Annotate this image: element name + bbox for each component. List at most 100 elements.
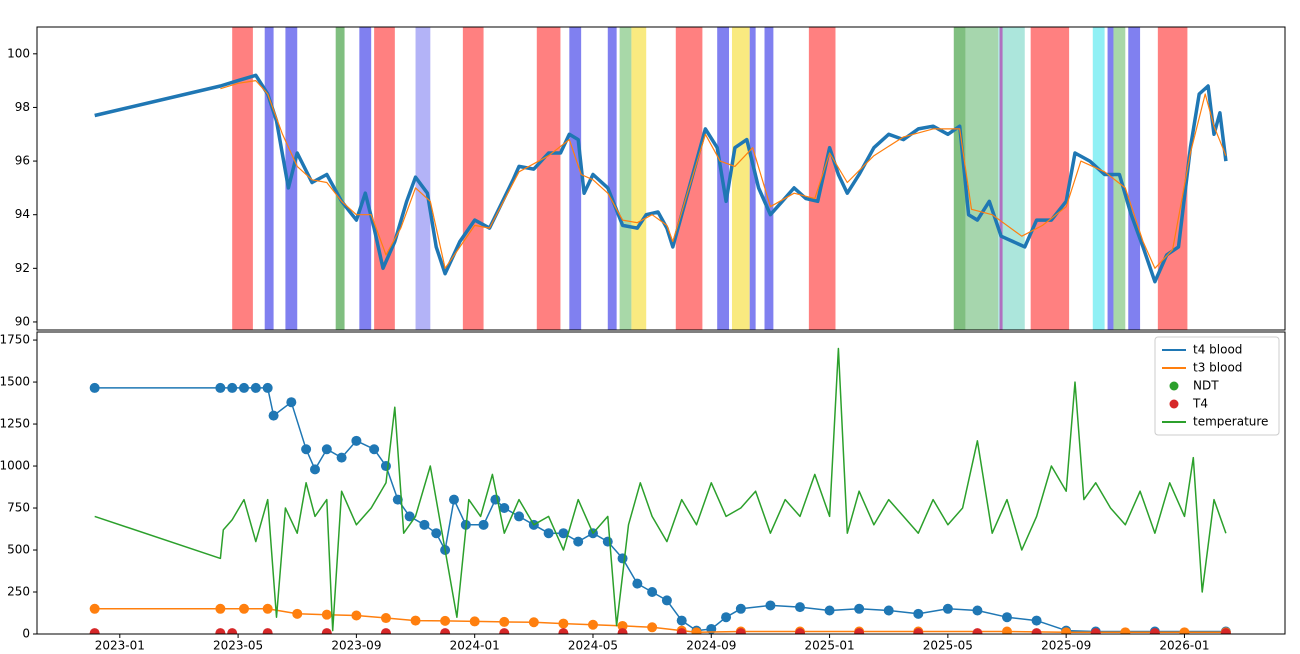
highlight-span	[264, 27, 274, 330]
x-tick-label: 2023-05	[213, 639, 263, 651]
highlight-span	[335, 27, 345, 330]
y-tick-label: 94	[15, 207, 30, 221]
data-point	[321, 628, 332, 634]
plot-frame	[36, 26, 1286, 331]
data-point	[380, 461, 391, 472]
data-point	[351, 610, 362, 621]
x-tick-label: 2025-05	[923, 639, 973, 651]
data-point	[735, 603, 746, 614]
x-tick-label: 2026-01	[1159, 639, 1209, 651]
data-point	[410, 615, 421, 626]
data-point	[617, 553, 628, 564]
plot-area	[89, 347, 1231, 634]
plot-frame	[36, 331, 1286, 635]
y-tick-label: 1250	[0, 417, 30, 431]
data-point	[262, 382, 273, 393]
data-point	[942, 603, 953, 614]
data-point	[499, 628, 510, 634]
data-point	[431, 528, 442, 539]
legend-label: T4	[1192, 397, 1208, 411]
data-point	[972, 605, 983, 616]
data-point	[1120, 627, 1131, 634]
highlight-span	[359, 27, 372, 330]
highlight-span	[631, 27, 647, 330]
y-tick-label: 1750	[0, 333, 30, 347]
highlight-span	[998, 27, 1025, 330]
data-point	[227, 382, 238, 393]
data-point	[528, 617, 539, 628]
data-point	[262, 628, 273, 634]
data-point	[380, 628, 391, 634]
data-point	[765, 600, 776, 611]
data-point	[215, 603, 226, 614]
y-tick-label: 1500	[0, 375, 30, 389]
data-point	[286, 397, 297, 408]
highlight-span	[569, 27, 582, 330]
data-point	[735, 628, 746, 634]
data-point	[89, 382, 100, 393]
data-point	[1002, 612, 1013, 623]
data-point	[647, 622, 658, 633]
highlight-span	[1030, 27, 1070, 330]
series-line	[220, 80, 1227, 269]
legend-label: temperature	[1193, 415, 1268, 429]
y-tick-label: 92	[15, 261, 30, 275]
y-tick-label: 98	[15, 100, 30, 114]
highlight-span	[1128, 27, 1141, 330]
y-tick-label: 90	[15, 314, 30, 328]
legend-box	[1154, 336, 1280, 436]
y-tick-label: 96	[15, 154, 30, 168]
x-tick-label: 2023-01	[95, 639, 145, 651]
data-point	[239, 603, 250, 614]
data-point	[721, 612, 732, 623]
data-point	[227, 628, 238, 634]
data-point	[617, 628, 628, 634]
data-point	[292, 608, 303, 619]
data-point	[676, 628, 687, 634]
data-point	[321, 444, 332, 455]
highlight-span	[1107, 27, 1114, 330]
highlight-span	[965, 27, 999, 330]
data-point	[1002, 626, 1013, 634]
highlight-span	[731, 27, 750, 330]
data-point	[1061, 627, 1072, 634]
data-point	[336, 452, 347, 463]
highlight-span	[749, 27, 756, 330]
data-point	[1179, 627, 1190, 634]
data-point	[239, 382, 250, 393]
data-point	[676, 615, 687, 626]
data-point	[558, 628, 569, 634]
y-tick-label: 1000	[0, 459, 30, 473]
data-point	[440, 615, 451, 626]
data-point	[602, 536, 613, 547]
data-point	[1090, 628, 1101, 634]
highlight-span	[607, 27, 617, 330]
legend-label: NDT	[1193, 379, 1219, 393]
legend-swatch	[1169, 399, 1179, 409]
legend-label: t4 blood	[1193, 343, 1242, 357]
data-point	[89, 603, 100, 614]
data-point	[309, 464, 320, 475]
data-point	[854, 603, 865, 614]
data-point	[558, 528, 569, 539]
x-tick-label: 2023-09	[331, 639, 381, 651]
data-point	[262, 603, 273, 614]
data-point	[794, 628, 805, 634]
data-point	[499, 616, 510, 627]
data-point	[478, 519, 489, 530]
highlight-span	[374, 27, 395, 330]
data-point	[972, 628, 983, 634]
x-tick-label: 2025-09	[1041, 639, 1091, 651]
data-point	[380, 613, 391, 624]
highlight-span	[1157, 27, 1188, 330]
data-point	[89, 628, 100, 634]
highlight-span	[999, 27, 1003, 330]
series-line	[94, 347, 1227, 632]
data-point	[1031, 628, 1042, 634]
data-point	[824, 605, 835, 616]
data-point	[883, 605, 894, 616]
plot-area	[94, 27, 1228, 330]
data-point	[250, 382, 261, 393]
data-point	[854, 628, 865, 634]
legend-swatch	[1169, 381, 1179, 391]
